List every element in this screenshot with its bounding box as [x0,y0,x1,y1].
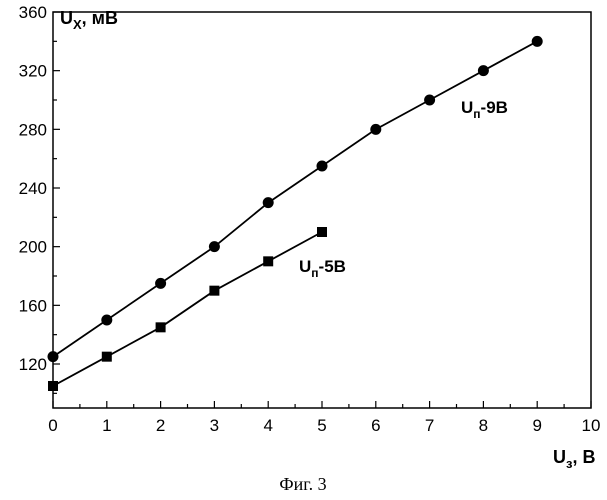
y-tick-label: 320 [19,62,47,81]
x-tick-label: 5 [317,416,326,435]
x-tick-labels: 0 1 2 3 4 5 6 7 8 9 10 [48,416,600,435]
y-axis-title: UX, мВ [60,8,118,32]
data-point-square [156,322,166,332]
y-tick-label: 120 [19,355,47,374]
y-tick-labels: 120 160 200 240 280 320 360 [19,3,47,374]
data-point-circle [209,241,220,252]
x-tick-label: 6 [371,416,380,435]
data-point-circle [424,95,435,106]
y-tick-label: 280 [19,120,47,139]
data-point-square [209,286,219,296]
x-tick-label: 4 [263,416,272,435]
series-line [53,41,537,356]
x-tick-label: 3 [210,416,219,435]
data-point-square [102,352,112,362]
plot-frame [53,12,591,408]
data-point-circle [478,65,489,76]
series-line [53,232,322,386]
data-point-square [48,381,58,391]
data-point-circle [317,161,328,172]
x-tick-label: 7 [425,416,434,435]
x-tick-label: 1 [102,416,111,435]
x-tick-label: 0 [48,416,57,435]
series-layer [48,36,543,391]
data-point-square [263,256,273,266]
y-tick-label: 200 [19,238,47,257]
data-point-circle [101,315,112,326]
data-point-circle [263,197,274,208]
x-tick-label: 2 [156,416,165,435]
series-2 [48,227,327,391]
axis-ticks [53,12,591,408]
y-tick-label: 160 [19,296,47,315]
data-point-circle [370,124,381,135]
series-1 [48,36,543,362]
x-tick-label: 8 [479,416,488,435]
x-axis-title: Uз, В [553,447,595,471]
figure-caption: Фиг. 3 [279,474,326,494]
data-point-circle [532,36,543,47]
y-tick-label: 360 [19,3,47,22]
data-point-circle [48,351,59,362]
series-label-9v: Uп-9В [461,98,508,121]
data-point-circle [155,278,166,289]
y-tick-label: 240 [19,179,47,198]
series-label-5v: Uп-5В [299,257,346,280]
x-tick-label: 9 [532,416,541,435]
x-tick-label: 10 [582,416,601,435]
data-point-square [317,227,327,237]
